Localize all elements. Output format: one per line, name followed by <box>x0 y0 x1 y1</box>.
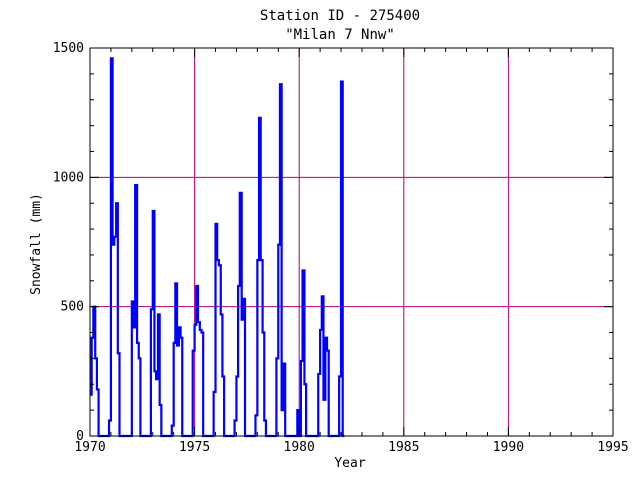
data-point <box>179 327 180 328</box>
data-point <box>320 329 321 330</box>
data-point <box>160 404 161 405</box>
data-point <box>200 329 201 330</box>
data-point <box>219 265 220 266</box>
x-tick-label: 1990 <box>493 440 524 455</box>
data-point <box>113 244 114 245</box>
data-point <box>132 301 133 302</box>
data-point <box>174 342 175 343</box>
data-point <box>158 314 159 315</box>
data-point <box>137 342 138 343</box>
data-point <box>235 420 236 421</box>
data-point <box>151 309 152 310</box>
data-point <box>118 353 119 354</box>
data-point <box>277 358 278 359</box>
data-point <box>282 410 283 411</box>
data-point <box>139 358 140 359</box>
data-point <box>244 298 245 299</box>
x-tick-labels: 1970 1975 1980 1985 1990 1995 <box>74 440 628 455</box>
data-point <box>259 117 260 118</box>
plot-frame <box>89 47 614 437</box>
snowfall-series-line <box>90 57 345 438</box>
data-point <box>263 332 264 333</box>
data-point <box>341 81 342 82</box>
data-point <box>217 260 218 261</box>
y-tick-label: 500 <box>61 300 84 315</box>
data-point <box>97 389 98 390</box>
data-point <box>198 322 199 323</box>
data-point <box>326 337 327 338</box>
x-tick-label: 1980 <box>284 440 315 455</box>
data-point <box>280 84 281 85</box>
data-point <box>197 285 198 286</box>
data-point <box>193 350 194 351</box>
data-point <box>95 358 96 359</box>
data-point <box>322 296 323 297</box>
data-point <box>279 244 280 245</box>
x-tick-label: 1985 <box>388 440 419 455</box>
x-axis-label: Year <box>334 456 365 471</box>
data-point <box>303 270 304 271</box>
data-point <box>256 415 257 416</box>
data-point <box>111 58 112 59</box>
x-tick-label: 1970 <box>74 440 105 455</box>
data-point <box>319 373 320 374</box>
data-point <box>134 327 135 328</box>
axis-ticks <box>89 47 614 437</box>
data-point <box>324 399 325 400</box>
data-point <box>92 337 93 338</box>
data-point <box>109 420 110 421</box>
data-point <box>172 425 173 426</box>
data-point <box>157 378 158 379</box>
y-tick-label: 1000 <box>53 170 84 185</box>
y-axis-label: Snowfall (mm) <box>29 193 44 295</box>
data-point <box>223 376 224 377</box>
chart-title: Station ID - 275400 <box>260 8 420 24</box>
data-point <box>298 410 299 411</box>
data-point <box>261 260 262 261</box>
data-point <box>116 203 117 204</box>
data-point <box>155 371 156 372</box>
x-tick-label: 1995 <box>597 440 628 455</box>
data-point <box>240 192 241 193</box>
data-point <box>305 384 306 385</box>
data-point <box>340 376 341 377</box>
data-point <box>238 285 239 286</box>
data-point <box>153 210 154 211</box>
y-tick-label: 0 <box>76 429 84 444</box>
data-point <box>327 350 328 351</box>
data-point <box>216 223 217 224</box>
data-point <box>221 314 222 315</box>
x-tick-label: 1975 <box>179 440 210 455</box>
data-point <box>115 236 116 237</box>
data-point <box>176 283 177 284</box>
data-point <box>237 376 238 377</box>
y-tick-label: 1500 <box>53 41 84 56</box>
series-snowfall <box>90 57 345 438</box>
data-point <box>195 324 196 325</box>
data-point <box>242 319 243 320</box>
chart-subtitle: "Milan 7 Nnw" <box>285 27 395 43</box>
data-point <box>136 184 137 185</box>
data-point <box>214 391 215 392</box>
data-point <box>265 420 266 421</box>
y-tick-labels: 0 500 1000 1500 <box>53 41 84 444</box>
data-point <box>181 337 182 338</box>
data-point <box>284 363 285 364</box>
data-point <box>202 332 203 333</box>
data-point <box>177 345 178 346</box>
data-point <box>301 360 302 361</box>
data-point <box>258 260 259 261</box>
